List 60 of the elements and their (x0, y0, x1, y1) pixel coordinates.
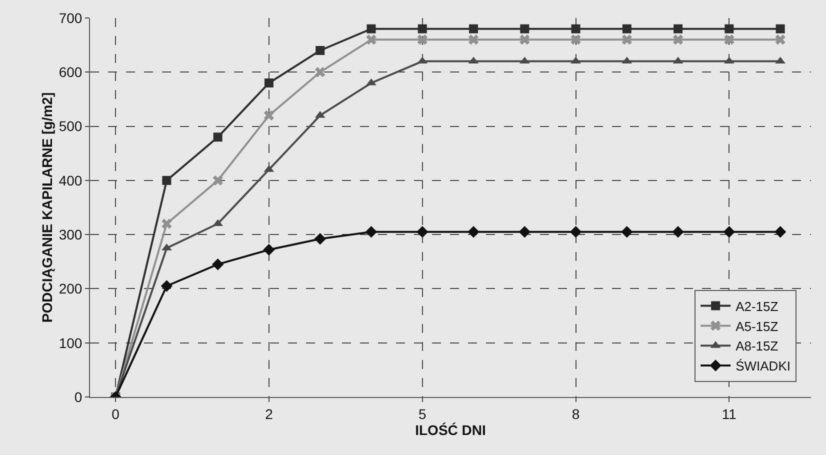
point (316, 46, 325, 55)
x-tick-label: 5 (418, 406, 426, 422)
legend-label: ŚWIADKI (736, 358, 790, 374)
x-tick-label: 11 (722, 406, 737, 422)
point (468, 34, 479, 45)
point (212, 175, 223, 186)
point (162, 176, 172, 185)
point (366, 78, 376, 86)
x-tick-label: 0 (112, 406, 120, 422)
point (570, 226, 582, 238)
point (622, 34, 632, 45)
x-tick-label: 8 (572, 406, 580, 422)
y-tick-label: 300 (58, 226, 82, 242)
y-tick-label: 500 (58, 118, 82, 134)
legend-label: A5-15Z (736, 318, 778, 334)
point (571, 24, 580, 34)
legend-label: A2-15Z (736, 298, 778, 314)
point (314, 233, 326, 245)
y-tick-label: 400 (58, 172, 82, 188)
point (366, 34, 376, 45)
point (366, 24, 376, 34)
y-tick-label: 600 (58, 64, 82, 80)
point (468, 226, 480, 238)
y-tick-label: 200 (58, 280, 82, 297)
point (264, 110, 274, 121)
point (724, 24, 734, 34)
point (520, 34, 530, 45)
point (518, 226, 530, 238)
point (315, 67, 326, 78)
point (724, 34, 734, 45)
point (162, 218, 172, 229)
legend-label: A8-15Z (736, 338, 778, 354)
y-tick-label: 0 (74, 388, 82, 405)
point (774, 226, 786, 238)
point (160, 280, 173, 292)
y-tick-label: 100 (58, 334, 82, 351)
point (672, 226, 684, 238)
point (520, 24, 530, 34)
point (672, 34, 684, 45)
point (622, 24, 632, 34)
point (775, 34, 786, 45)
point (418, 24, 427, 34)
point (264, 78, 274, 88)
point (723, 226, 736, 238)
point (674, 24, 683, 34)
y-tick-label: 700 (58, 10, 82, 26)
x-axis-title: ILOŚĆ DNI (415, 422, 486, 438)
y-axis-title: PODCIĄGANIE KAPILARNE [g/m2] (39, 92, 55, 323)
point (263, 244, 275, 256)
point (365, 226, 378, 238)
x-tick-label: 2 (265, 406, 274, 422)
point (469, 24, 478, 34)
point (417, 34, 428, 45)
point (776, 24, 785, 34)
point (212, 258, 224, 270)
point (416, 226, 428, 238)
point (621, 226, 633, 238)
point (570, 34, 581, 45)
point (213, 132, 222, 142)
point (570, 56, 581, 64)
